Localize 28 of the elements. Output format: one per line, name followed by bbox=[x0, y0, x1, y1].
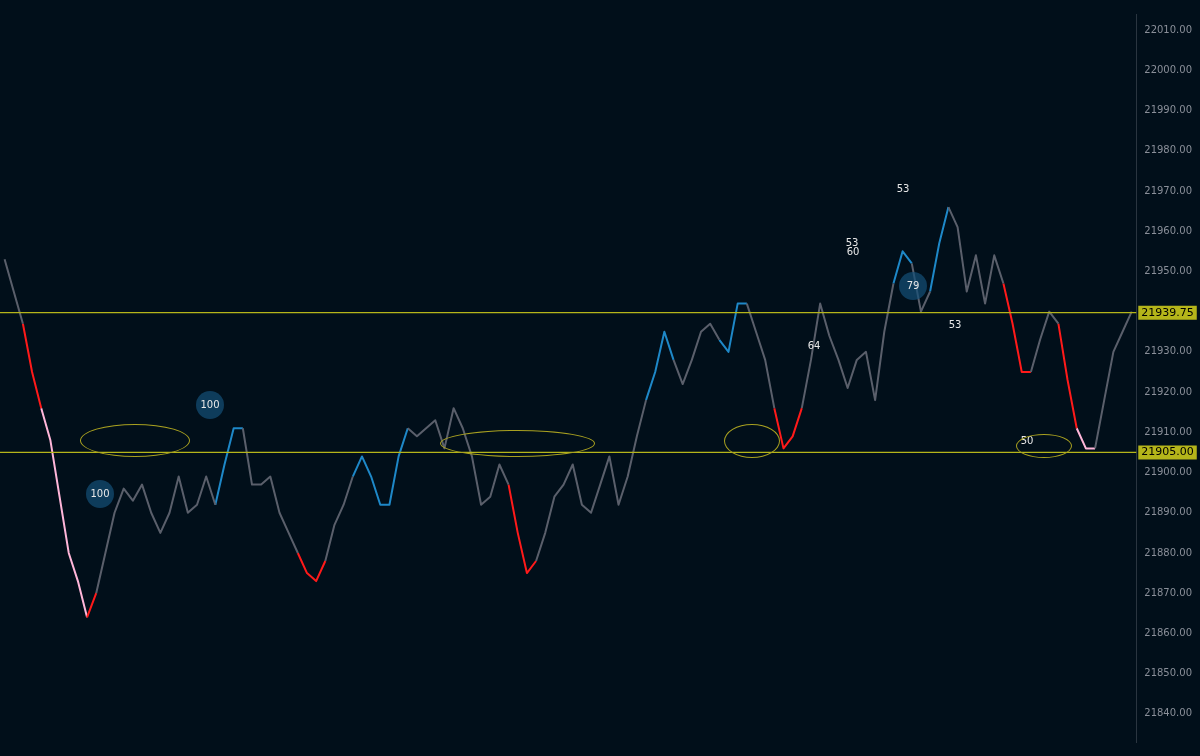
y-tick-label: 21930.00 bbox=[1144, 345, 1192, 357]
y-tick-label: 21890.00 bbox=[1144, 506, 1192, 518]
y-tick-label: 21900.00 bbox=[1144, 466, 1192, 478]
y-tick-label: 21960.00 bbox=[1144, 224, 1192, 236]
y-tick-label: 21860.00 bbox=[1144, 627, 1192, 638]
annotation: 100 bbox=[200, 398, 220, 410]
y-tick-label: 21980.00 bbox=[1144, 144, 1192, 156]
y-tick-label: 21970.00 bbox=[1144, 184, 1192, 196]
annotation: 53 bbox=[845, 236, 859, 248]
y-tick-label: 21990.00 bbox=[1144, 104, 1192, 116]
annotation: 60 bbox=[846, 245, 860, 257]
ref-line-label: 21939.75 bbox=[1141, 305, 1194, 319]
annotation: 64 bbox=[807, 339, 821, 351]
annotation: 100 bbox=[90, 487, 110, 499]
y-tick-label: 21920.00 bbox=[1144, 385, 1192, 397]
y-tick-label: 21840.00 bbox=[1144, 707, 1192, 719]
annotation: 79 bbox=[906, 279, 920, 291]
annotation: 50 bbox=[1020, 434, 1034, 446]
annotation: 53 bbox=[948, 318, 962, 330]
y-tick-label: 21850.00 bbox=[1144, 667, 1192, 679]
y-tick-label: 22000.00 bbox=[1144, 63, 1192, 75]
y-tick-label: 22010.00 bbox=[1144, 23, 1192, 35]
ref-line-label: 21905.00 bbox=[1141, 445, 1194, 459]
y-tick-label: 21910.00 bbox=[1144, 425, 1192, 437]
y-tick-label: 21950.00 bbox=[1144, 265, 1192, 277]
annotation: 53 bbox=[896, 182, 910, 194]
y-tick-label: 21870.00 bbox=[1144, 586, 1192, 598]
y-tick-label: 21880.00 bbox=[1144, 546, 1192, 558]
